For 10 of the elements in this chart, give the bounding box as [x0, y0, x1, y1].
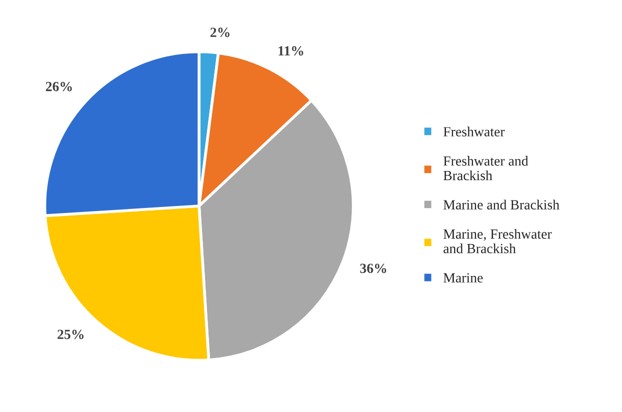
data-label: 26%	[46, 82, 72, 92]
legend-label: Freshwater	[443, 126, 505, 136]
data-label: 36%	[360, 264, 386, 274]
data-label: 11%	[278, 46, 304, 56]
data-label: 25%	[58, 330, 84, 340]
legend-label: Marine	[443, 273, 483, 283]
legend-label: Freshwater and Brackish	[443, 156, 528, 180]
legend-label: Marine, Freshwater and Brackish	[443, 228, 552, 254]
legend-label: Marine and Brackish	[443, 200, 560, 210]
data-label: 2%	[210, 28, 230, 38]
